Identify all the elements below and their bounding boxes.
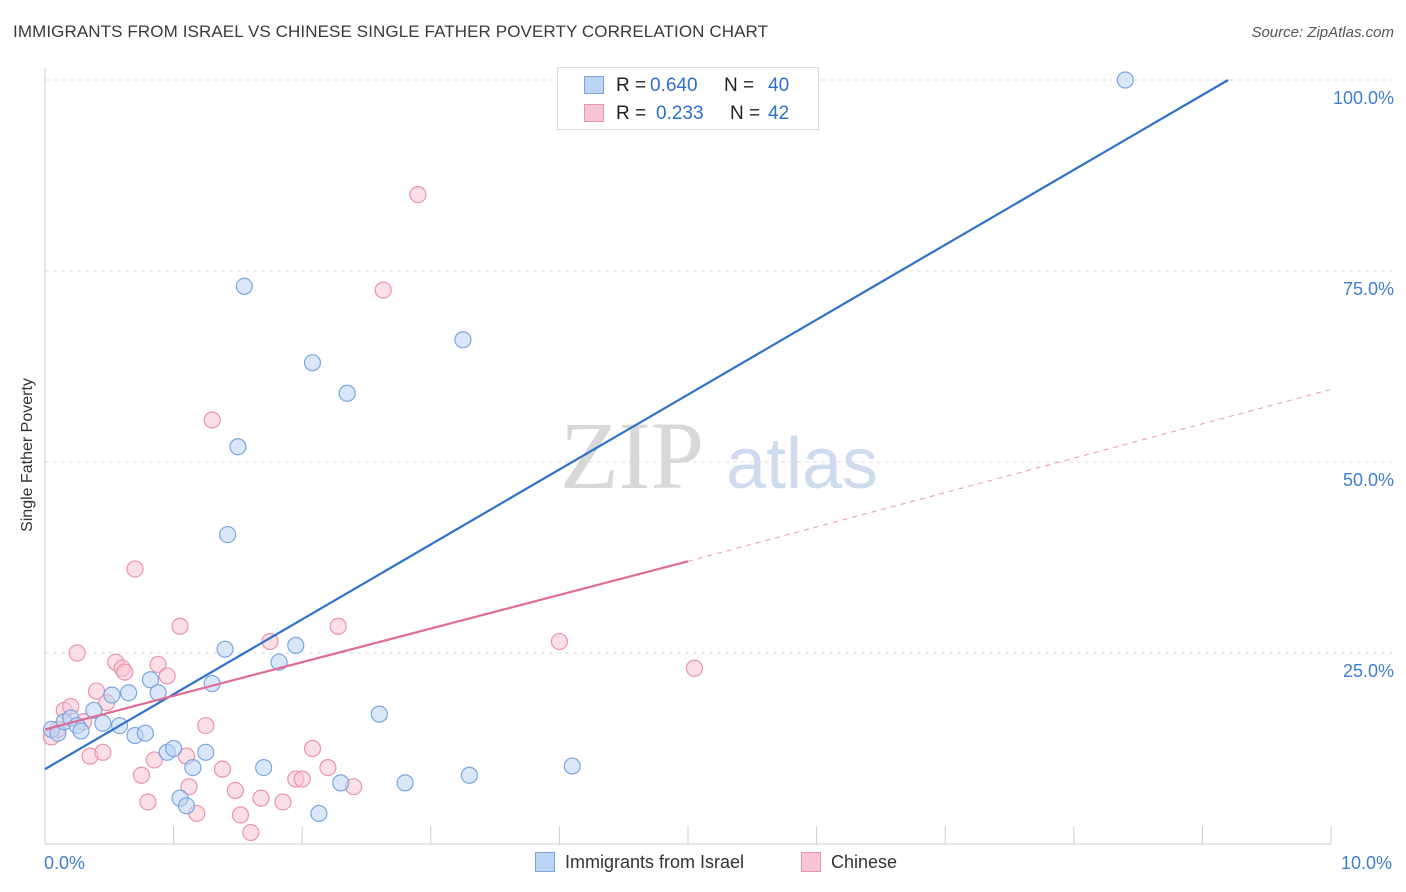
y-tick-100: 100.0% [1332,88,1394,108]
legend-n-value-israel: 40 [768,75,790,96]
point-israel [332,774,350,792]
series-israel-points [42,71,1134,823]
bottom-legend-label-chinese: Chinese [831,852,898,872]
point-chinese [293,770,311,788]
point-israel [454,331,472,349]
bottom-legend-label-israel: Immigrants from Israel [565,852,745,872]
legend-r-value-chinese: 0.233 [656,103,704,124]
legend-n-value-chinese: 42 [768,103,790,124]
x-tick-10: 10.0% [1340,853,1392,873]
trend-line-chinese [44,560,689,731]
source-label: Source: ZipAtlas.com [1251,24,1394,41]
point-israel [460,766,478,784]
legend-n-label: N = [724,75,755,96]
point-chinese [274,793,292,811]
point-chinese [180,778,198,796]
point-israel [103,686,121,704]
point-chinese [116,663,134,681]
series-chinese-points [42,186,704,842]
point-chinese [303,739,322,758]
point-chinese [94,743,112,761]
point-chinese [197,716,215,735]
legend-r-label: R = [616,75,647,96]
watermark-atlas: atlas [726,424,878,504]
chart-title: IMMIGRANTS FROM ISRAEL VS CHINESE SINGLE… [13,22,769,41]
y-tick-75: 75.0% [1342,279,1394,299]
bottom-legend-chinese: Chinese [801,852,897,873]
point-chinese [145,751,163,769]
point-chinese [68,644,86,662]
point-israel [219,525,237,544]
y-tick-50: 50.0% [1342,470,1394,490]
point-chinese [329,617,347,635]
point-israel [396,774,414,792]
point-chinese [139,793,157,811]
trend-line-chinese-extension [687,388,1332,562]
point-israel [287,636,305,654]
point-israel [184,758,202,777]
point-israel [72,722,90,740]
point-israel [136,724,154,742]
bottom-legend-swatch-chinese [801,852,821,872]
point-chinese [158,667,176,685]
bottom-legend-israel: Immigrants from Israel [535,852,744,873]
point-israel [197,743,215,761]
point-chinese [685,659,704,677]
point-chinese [203,411,221,429]
point-chinese [550,632,569,651]
point-israel [119,684,138,702]
point-israel [310,804,328,823]
point-israel [303,354,322,372]
point-chinese [374,281,392,299]
point-chinese [319,758,337,777]
legend-r-label: R = [616,103,647,124]
point-israel [255,758,273,777]
watermark: ZIP atlas [560,402,878,509]
point-israel [141,671,160,689]
point-israel [177,797,196,815]
point-chinese [171,617,189,635]
y-tick-25: 25.0% [1342,661,1394,681]
point-chinese [226,781,244,800]
point-chinese [132,766,151,784]
point-chinese [149,655,167,674]
legend-swatch-israel [584,76,604,94]
legend-n-label: N = [730,103,761,124]
point-chinese [213,760,232,778]
point-israel [216,640,234,658]
point-chinese [126,560,144,578]
point-israel [229,438,247,456]
axes [44,68,1332,845]
point-chinese [242,823,260,842]
point-israel [370,705,388,723]
point-chinese [409,186,427,204]
point-israel [94,714,112,732]
point-israel [1116,71,1134,89]
bottom-legend-swatch-israel [535,852,555,872]
legend-r-value-israel: 0.640 [650,75,698,96]
legend-swatch-chinese [584,104,604,122]
point-israel [338,384,356,402]
trend-line-israel [44,79,1229,771]
point-israel [165,739,183,758]
trend-lines [44,79,1332,771]
point-israel [235,277,253,295]
x-tick-0: 0.0% [44,853,86,873]
point-chinese [252,789,270,807]
point-israel [85,701,103,719]
stats-legend: R = 0.640 N = 40 R = 0.233 N = 42 [557,67,819,130]
grid-lines [45,79,1392,654]
point-chinese [231,806,250,824]
point-israel [563,757,581,775]
